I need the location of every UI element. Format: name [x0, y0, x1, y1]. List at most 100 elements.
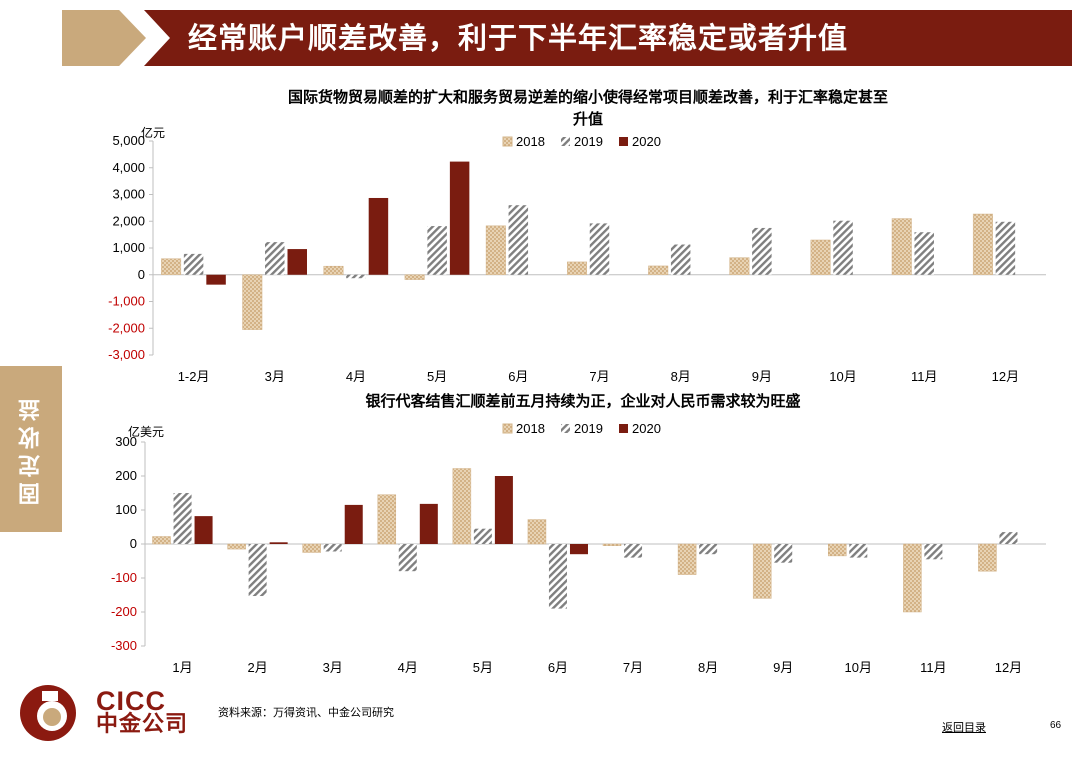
- chart1-y-tick-label: 0: [138, 267, 145, 282]
- chart1-bar-2018: [729, 257, 750, 276]
- chart1-y-tick-label: 2,000: [112, 213, 145, 228]
- chart1-y-tick-label: -3,000: [108, 347, 145, 362]
- chart2-bar-2018: [152, 536, 171, 545]
- chart1-y-tick-label: 4,000: [112, 160, 145, 175]
- chart2-x-tick-label: 8月: [698, 660, 718, 675]
- chart2-y-tick-label: 0: [130, 536, 137, 551]
- chart1-bar-2019: [670, 244, 691, 275]
- chart1-legend-label: 2019: [574, 134, 603, 149]
- chart2-x-tick-label: 4月: [398, 660, 418, 675]
- chart2-bar-2018: [377, 494, 397, 545]
- chart2-x-tick-label: 3月: [323, 660, 343, 675]
- chart2-bar-2018: [978, 543, 997, 572]
- chart2-bar-2018: [677, 543, 697, 575]
- chart1-x-tick-label: 8月: [671, 369, 691, 384]
- chart2-bar-2020: [344, 504, 363, 544]
- chart2-bar-2020: [194, 516, 213, 544]
- chart1-bar-2018: [404, 274, 425, 280]
- chart2-x-tick-label: 10月: [845, 660, 872, 675]
- chart1-y-tick-label: 1,000: [112, 240, 145, 255]
- chart2-bar-2019: [248, 544, 267, 597]
- chart1-bar-2020: [449, 161, 470, 275]
- chart1-legend-swatch-2018: [502, 136, 513, 147]
- chart2-x-tick-label: 12月: [995, 660, 1022, 675]
- chart2-x-tick-label: 5月: [473, 660, 493, 675]
- chart1-x-tick-label: 9月: [752, 369, 772, 384]
- logo-text-en: CICC: [96, 686, 166, 716]
- chart2-bar-2018: [527, 519, 547, 545]
- chart1-bar-2019: [346, 274, 366, 279]
- chart1-x-tick-label: 7月: [589, 369, 609, 384]
- source-note: 资料来源：万得资讯、中金公司研究: [218, 706, 394, 719]
- side-tab: [0, 366, 62, 532]
- chart2-unit: 亿美元: [128, 424, 164, 439]
- chart2-bar-2020: [419, 503, 438, 544]
- chart1-legend-label: 2020: [632, 134, 661, 149]
- chart2-x-tick-label: 7月: [623, 660, 643, 675]
- chart1-unit: 亿元: [141, 125, 165, 140]
- chart1-x-tick-label: 5月: [427, 369, 447, 384]
- charts-canvas: 国际货物贸易顺差的扩大和服务贸易逆差的缩小使得经常项目顺差改善，利于汇率稳定甚至…: [108, 88, 1046, 675]
- chart1-bar-2019: [995, 221, 1016, 275]
- chart1-bar-2018: [161, 258, 182, 276]
- chart2-bar-2020: [569, 544, 588, 555]
- chart1-bar-2020: [368, 197, 389, 275]
- chart1-bar-2018: [810, 239, 831, 276]
- chart1-bar-2019: [508, 205, 529, 275]
- chart2-legend-swatch-2018: [502, 423, 513, 434]
- chart1-title-line1: 国际货物贸易顺差的扩大和服务贸易逆差的缩小使得经常项目顺差改善，利于汇率稳定甚至: [288, 88, 888, 106]
- chart2-bar-2018: [227, 543, 246, 550]
- chart1-bar-2020: [206, 274, 226, 285]
- back-to-contents-link[interactable]: 返回目录: [942, 721, 986, 734]
- chart1-bar-2018: [323, 265, 344, 276]
- chart1-x-tick-label: 11月: [911, 369, 938, 384]
- chart2-bar-2019: [398, 544, 417, 572]
- chart2-bar-2019: [173, 493, 192, 544]
- chart2-x-tick-label: 2月: [248, 660, 268, 675]
- chart2-y-tick-label: -300: [111, 638, 137, 653]
- chart2-bar-2019: [699, 544, 718, 555]
- chart1-y-tick-label: 5,000: [112, 133, 145, 148]
- chart1-bar-2019: [183, 253, 204, 275]
- chart1-x-tick-label: 6月: [508, 369, 528, 384]
- chart2-bar-2018: [828, 543, 847, 557]
- page-number: 66: [1050, 720, 1062, 731]
- chart1-y-tick-label: 3,000: [112, 187, 145, 202]
- chart1-bar-2019: [589, 223, 610, 275]
- chart1-bar-2018: [567, 261, 588, 276]
- chart1-x-tick-label: 10月: [829, 369, 856, 384]
- chart1-bar-2019: [914, 232, 934, 275]
- chart2-x-tick-label: 9月: [773, 660, 793, 675]
- chart1-bar-2018: [242, 274, 263, 330]
- chart1-x-tick-label: 4月: [346, 369, 366, 384]
- chart1-x-tick-label: 1-2月: [178, 369, 210, 384]
- chart1-bar-2019: [265, 242, 285, 275]
- chart2-title: 银行代客结售汇顺差前五月持续为正，企业对人民币需求较为旺盛: [365, 392, 800, 410]
- chart1-x-tick-label: 12月: [992, 369, 1019, 384]
- chart1-x-tick-label: 3月: [265, 369, 285, 384]
- chart1-bar-2018: [972, 213, 993, 275]
- chart2-y-tick-label: 100: [115, 502, 137, 517]
- chart2-bar-2019: [473, 528, 492, 544]
- chart2-bar-2019: [323, 544, 342, 552]
- chart1-legend-swatch-2019: [561, 137, 570, 146]
- chart2-legend-swatch-2020: [619, 424, 628, 433]
- chart1-bar-2019: [833, 220, 853, 275]
- page-title: 经常账户顺差改善，利于下半年汇率稳定或者升值: [188, 21, 849, 55]
- chart2-y-tick-label: -100: [111, 570, 137, 585]
- logo-text-cn: 中金公司: [96, 712, 189, 737]
- chart1-legend-swatch-2020: [619, 137, 628, 146]
- chart1-title-line2: 升值: [573, 110, 603, 128]
- chart2-bar-2019: [624, 544, 643, 558]
- chart2-y-tick-label: 200: [115, 468, 137, 483]
- chart2-bar-2018: [752, 543, 772, 599]
- chart2-bar-2018: [602, 543, 622, 546]
- chart1-bar-2018: [485, 225, 506, 275]
- chart1-y-tick-label: -1,000: [108, 294, 145, 309]
- chart2-x-tick-label: 11月: [920, 660, 947, 675]
- title-bar: [144, 10, 1072, 66]
- chart2-bar-2018: [903, 543, 922, 613]
- chart1-bar-2019: [427, 226, 447, 275]
- chart2-bar-2019: [924, 544, 943, 560]
- chart1-bar-2020: [287, 249, 307, 275]
